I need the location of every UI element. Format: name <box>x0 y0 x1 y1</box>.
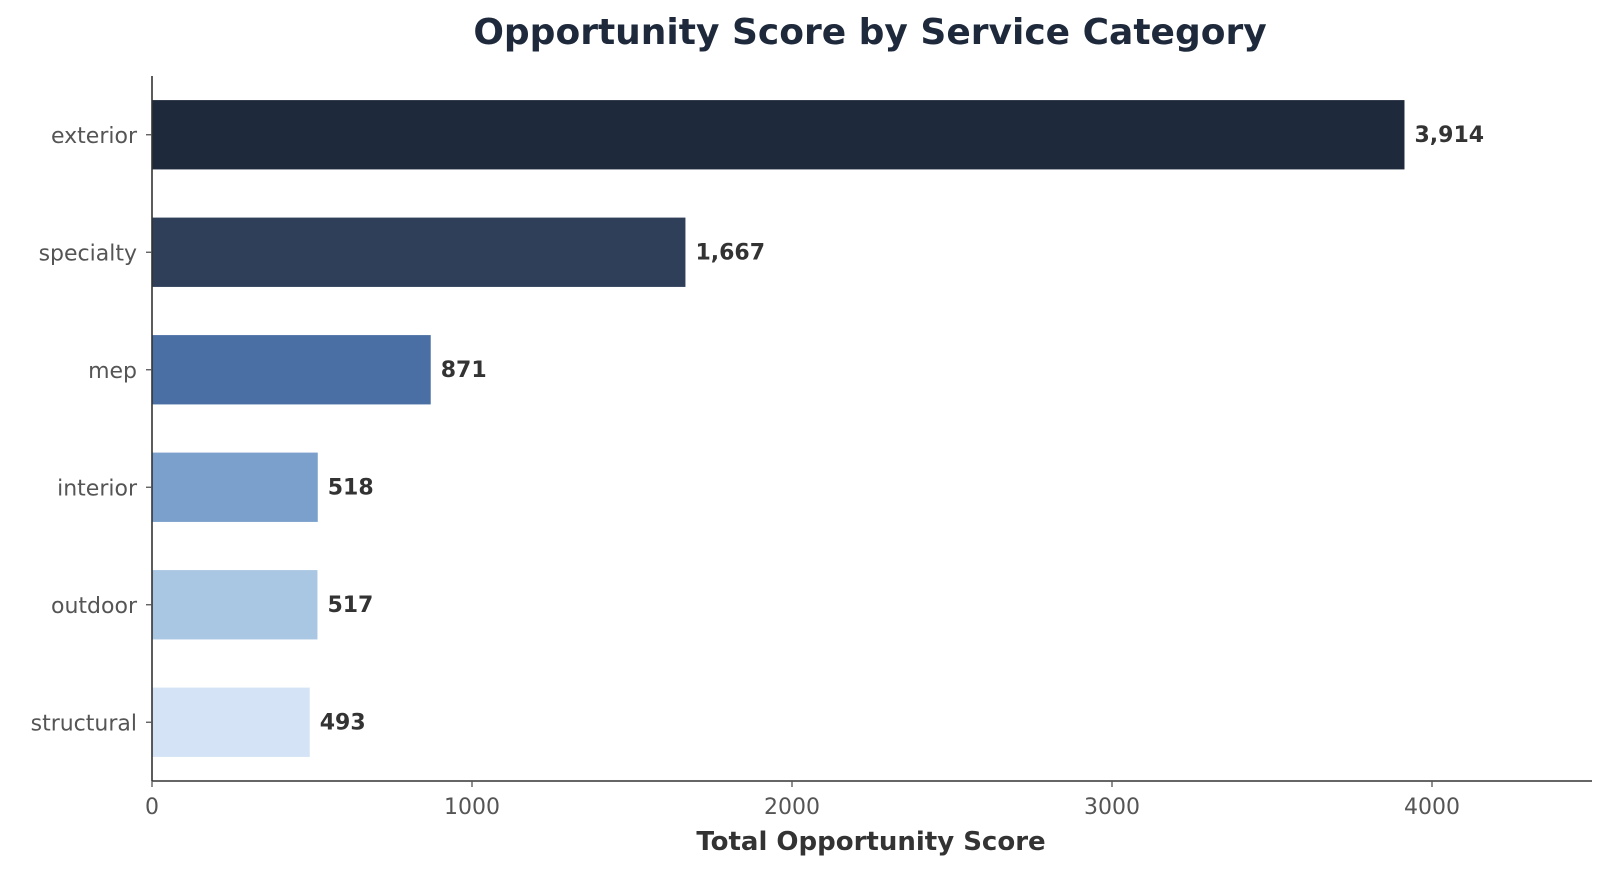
value-label-mep: 871 <box>441 358 487 383</box>
bar-structural <box>152 687 310 757</box>
y-tick-label-exterior: exterior <box>51 124 138 149</box>
x-tick-label-4000: 4000 <box>1404 795 1460 820</box>
value-labels: 3,914 1,667 871 518 517 493 <box>320 123 1484 736</box>
value-label-outdoor: 517 <box>327 593 373 618</box>
bar-interior <box>152 452 318 522</box>
chart-title: Opportunity Score by Service Category <box>473 12 1266 53</box>
x-tick-label-2000: 2000 <box>764 795 820 820</box>
x-tick-label-3000: 3000 <box>1084 795 1140 820</box>
bar-mep <box>152 335 431 405</box>
x-tick-label-0: 0 <box>145 795 159 820</box>
y-tick-label-specialty: specialty <box>39 241 137 266</box>
axes-layer <box>151 76 1592 782</box>
y-tick-label-structural: structural <box>31 711 137 736</box>
y-tick-label-outdoor: outdoor <box>51 594 138 619</box>
x-tick-label-1000: 1000 <box>444 795 500 820</box>
value-label-structural: 493 <box>320 710 366 735</box>
value-label-interior: 518 <box>328 475 374 500</box>
bar-outdoor <box>152 570 318 640</box>
y-tick-label-interior: interior <box>57 476 138 501</box>
value-label-exterior: 3,914 <box>1414 123 1484 148</box>
y-tick-label-mep: mep <box>88 359 137 384</box>
x-ticks: 0 1000 2000 3000 4000 <box>145 781 1460 820</box>
value-label-specialty: 1,667 <box>695 240 765 265</box>
y-ticks: exterior specialty mep interior outdoor struc… <box>31 124 152 736</box>
x-axis-label: Total Opportunity Score <box>696 827 1045 857</box>
bar-exterior <box>152 100 1405 170</box>
bar-specialty <box>152 217 686 287</box>
bars-layer <box>152 100 1405 757</box>
